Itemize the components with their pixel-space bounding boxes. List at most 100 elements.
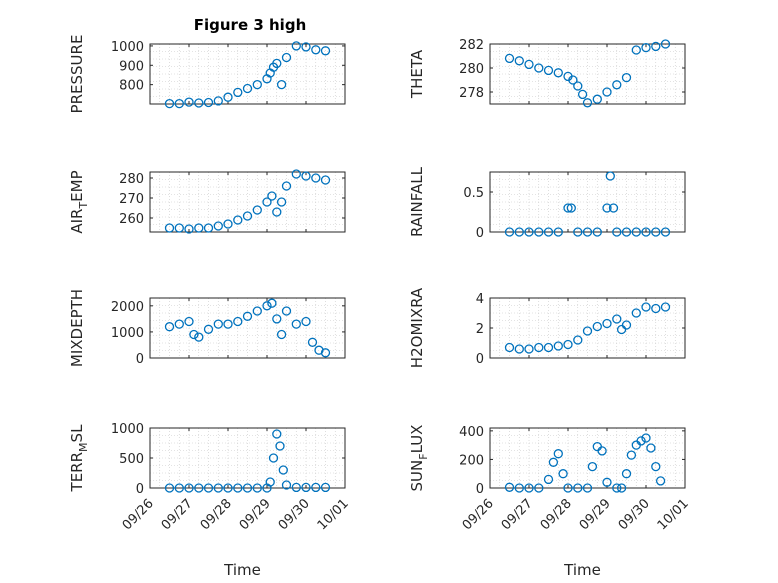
- data-point: [276, 79, 287, 90]
- x-tick-label: 09/26: [460, 496, 497, 533]
- data-point: [276, 197, 287, 207]
- data-point: [233, 316, 243, 327]
- data-point: [612, 227, 622, 237]
- data-point: [320, 348, 331, 358]
- panel-rainfall: 0 0.5 RAINFALL: [408, 166, 686, 241]
- data-point: [233, 87, 243, 98]
- y-axis-label-main: SUN: [408, 460, 426, 492]
- data-point: [621, 72, 632, 83]
- y-tick-label: 200: [459, 453, 484, 468]
- x-tick-label: 09/30: [276, 496, 313, 533]
- data-point: [276, 329, 287, 340]
- y-tick-label: 282: [459, 38, 484, 53]
- data-point: [592, 227, 602, 237]
- data-point: [252, 79, 262, 90]
- x-tick-label: 09/26: [120, 496, 157, 533]
- data-point: [504, 342, 515, 353]
- data-point: [553, 68, 563, 78]
- y-tick-label: 1000: [111, 326, 144, 341]
- panel-terr-msl: 0 500 1000 09/26 09/27 09/28 09/29 09/30 10/01 TE…: [68, 422, 352, 579]
- y-axis-label: H2OMIXRA: [408, 287, 426, 368]
- data-point: [534, 63, 544, 73]
- data-point: [164, 98, 175, 109]
- data-point: [252, 306, 262, 316]
- data-point: [660, 39, 671, 49]
- data-point: [223, 483, 233, 493]
- y-axis-label: RAINFALL: [408, 166, 426, 237]
- y-tick-label: 4: [476, 292, 484, 307]
- data-point: [281, 480, 292, 490]
- data-point: [597, 446, 607, 456]
- y-tick-label: 500: [119, 452, 144, 467]
- panel-sun-flux: 0 200 400 09/26 09/27 09/28 09/29 09/30 10/01 SUN…: [408, 425, 692, 579]
- y-axis-label-main: AIR: [68, 209, 86, 234]
- data-point: [164, 322, 175, 332]
- data-point: [660, 302, 671, 312]
- data-point: [311, 45, 321, 55]
- x-tick-label: 09/29: [577, 496, 614, 533]
- data-point: [631, 227, 641, 237]
- axes-box: [489, 427, 686, 489]
- data-point: [568, 75, 578, 85]
- data-point: [184, 224, 194, 234]
- x-tick-label: 09/30: [616, 496, 653, 533]
- data-point: [582, 326, 593, 336]
- y-axis-label: THETA: [408, 49, 426, 99]
- axes-box: [149, 297, 346, 359]
- data-point: [616, 483, 627, 493]
- data-point: [194, 223, 204, 233]
- data-point: [651, 303, 661, 314]
- data-point: [524, 227, 534, 237]
- data-point: [655, 476, 666, 486]
- data-point: [646, 443, 656, 453]
- data-point: [504, 227, 515, 237]
- series-pressure: [164, 41, 331, 109]
- y-axis-label: MIXDEPTH: [68, 289, 86, 367]
- data-point: [320, 46, 331, 56]
- data-point: [621, 469, 632, 479]
- data-point: [203, 97, 214, 108]
- data-point: [616, 324, 627, 335]
- data-point: [262, 301, 272, 311]
- series-theta: [504, 39, 671, 108]
- series-mixdepth: [164, 298, 331, 358]
- data-point: [184, 316, 194, 327]
- data-point: [582, 227, 593, 237]
- y-axis-label-subscript: M: [77, 442, 90, 452]
- y-tick-label: 278: [459, 86, 484, 101]
- data-point: [265, 477, 275, 487]
- data-point: [543, 65, 554, 76]
- data-point: [573, 335, 583, 345]
- data-point: [194, 332, 204, 342]
- data-point: [534, 483, 544, 493]
- data-point: [320, 482, 331, 493]
- data-point: [267, 191, 277, 201]
- data-point: [602, 203, 612, 213]
- data-point: [524, 344, 534, 354]
- x-tick-label: 09/27: [159, 496, 196, 533]
- series-h2omixra: [504, 302, 671, 354]
- data-point: [514, 483, 524, 493]
- y-axis-label-subscript: T: [77, 202, 90, 210]
- y-tick-label: 0: [476, 226, 484, 241]
- data-point: [194, 98, 204, 108]
- data-point: [631, 45, 641, 55]
- data-point: [582, 483, 593, 493]
- data-point: [548, 457, 559, 467]
- y-tick-label: 1000: [111, 422, 144, 437]
- y-tick-label: 1000: [111, 40, 144, 55]
- data-point: [602, 477, 612, 487]
- data-point: [524, 483, 534, 493]
- data-point: [189, 329, 199, 340]
- data-point: [553, 341, 563, 351]
- data-point: [514, 227, 524, 237]
- data-point: [223, 219, 233, 229]
- y-tick-label: 2000: [111, 300, 144, 315]
- x-axis-label: Time: [223, 561, 261, 579]
- y-axis-label-main: TERR: [68, 452, 86, 493]
- axes-box: [489, 43, 686, 105]
- data-point: [164, 483, 175, 493]
- y-tick-label: 2: [476, 322, 484, 337]
- data-point: [563, 203, 573, 213]
